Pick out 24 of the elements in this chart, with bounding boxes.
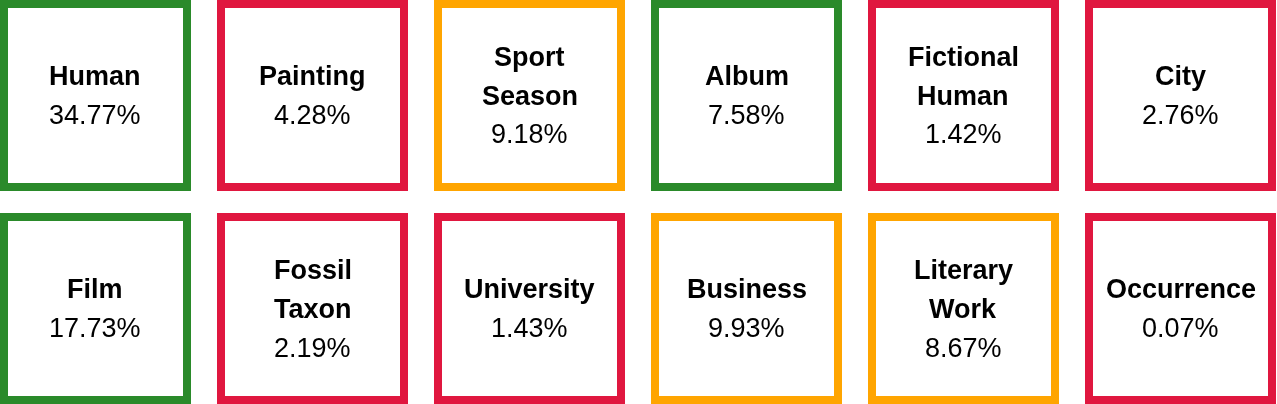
data-label: 2.76% — [1142, 100, 1219, 130]
data-label: 8.67% — [925, 333, 1002, 363]
data-label: 4.28% — [274, 100, 351, 130]
data-label: 7.58% — [708, 100, 785, 130]
category-label: Sport Season — [482, 42, 579, 111]
category-label: Occurrence — [1106, 274, 1257, 304]
category-label: Painting — [259, 61, 366, 91]
data-label: 2.19% — [274, 333, 351, 363]
data-label: 1.43% — [491, 313, 568, 343]
category-label: City — [1155, 61, 1207, 91]
category-label: Literary Work — [914, 255, 1014, 324]
category-label: Album — [705, 61, 789, 91]
category-label: University — [464, 274, 595, 304]
category-label: Business — [687, 274, 808, 304]
category-label: Human — [49, 61, 141, 91]
data-label: 9.18% — [491, 119, 568, 149]
data-label: 0.07% — [1142, 313, 1219, 343]
category-label: Fossil Taxon — [274, 255, 353, 324]
category-label: Fictional Human — [908, 42, 1020, 111]
data-label: 17.73% — [49, 313, 141, 343]
category-label: Film — [67, 274, 123, 304]
data-label: 1.42% — [925, 119, 1002, 149]
data-label: 34.77% — [49, 100, 141, 130]
data-label: 9.93% — [708, 313, 785, 343]
